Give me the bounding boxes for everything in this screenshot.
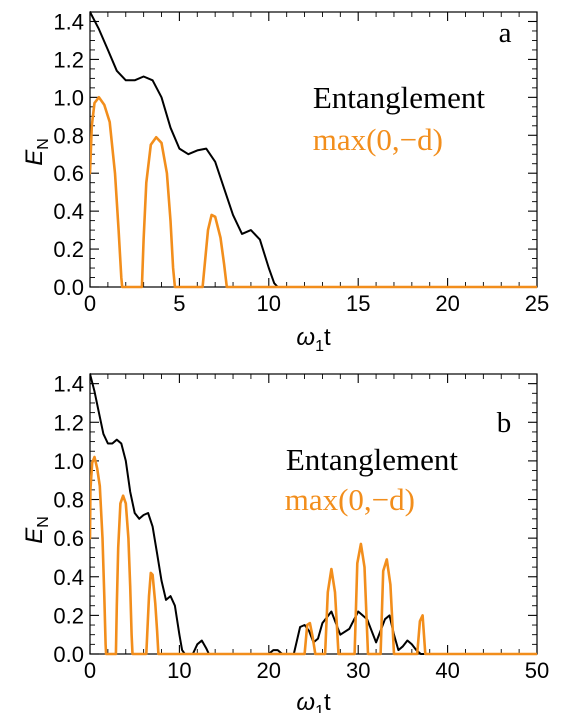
x-tick-label: 50: [525, 658, 549, 683]
y-tick-label: 0.2: [53, 237, 84, 262]
y-tick-label: 0.4: [53, 199, 84, 224]
x-tick-label: 0: [84, 291, 96, 316]
x-axis-label-rest: t: [324, 324, 331, 351]
x-axis-label: ω1t: [296, 324, 331, 355]
y-tick-label: 0.6: [53, 526, 84, 551]
legend-entry-max-d: max(0,−d): [313, 122, 443, 157]
panel-label: b: [497, 407, 512, 439]
x-tick-label: 25: [525, 291, 549, 316]
series-line-max-d: [90, 96, 537, 289]
x-axis-label: ω1t: [296, 689, 331, 713]
y-tick-label: 0.2: [53, 603, 84, 628]
x-tick-label: 10: [257, 291, 281, 316]
panel-label: a: [499, 17, 512, 49]
x-tick-label: 40: [435, 658, 459, 683]
y-tick-label: 0.8: [53, 123, 84, 148]
y-axis-label: EN: [21, 138, 52, 166]
legend-entry-entanglement: Entanglement: [313, 80, 486, 115]
y-tick-label: 1.2: [53, 47, 84, 72]
chart-panel-b: 0 10 20 30 40 50 0.0 0.2 0.4 0.6 0.8 1.0 1.2 1.4 Entan…: [21, 372, 549, 713]
x-axis-label-sub: 1: [315, 703, 324, 713]
x-axis-label-sub: 1: [315, 338, 324, 355]
y-tick-label: 1.0: [53, 449, 84, 474]
x-axis-label-main: ω: [296, 324, 315, 351]
x-tick-label: 30: [346, 658, 370, 683]
y-axis-label-sub: N: [35, 138, 52, 150]
y-tick-label: 1.0: [53, 85, 84, 110]
x-axis-label-main: ω: [296, 689, 315, 713]
y-tick-label: 0.0: [53, 642, 84, 667]
y-tick-label: 0.4: [53, 565, 84, 590]
x-tick-label: 0: [84, 658, 96, 683]
y-axis-label-sub: N: [35, 516, 52, 528]
y-axis-label-main: E: [21, 527, 48, 544]
y-axis-label-main: E: [21, 149, 48, 166]
chart-panel-a: 0 5 10 15 20 25 0.0 0.2 0.4 0.6 0.8 1.0 1.2 1.4 Entang…: [21, 9, 549, 355]
legend-entry-entanglement: Entanglement: [286, 442, 459, 477]
x-tick-label: 10: [167, 658, 191, 683]
y-tick-label: 1.2: [53, 410, 84, 435]
x-tick-label: 15: [346, 291, 370, 316]
x-tick-label: 5: [173, 291, 185, 316]
y-tick-label: 0.8: [53, 488, 84, 513]
series-line-entanglement: [90, 11, 537, 288]
series-line-max-d: [90, 455, 537, 656]
x-tick-label: 20: [435, 291, 459, 316]
y-tick-label: 0.0: [53, 275, 84, 300]
y-axis-label: EN: [21, 516, 52, 544]
legend-entry-max-d: max(0,−d): [285, 482, 415, 517]
y-tick-label: 1.4: [53, 372, 84, 397]
x-tick-label: 20: [257, 658, 281, 683]
x-axis-label-rest: t: [324, 689, 331, 713]
y-tick-label: 0.6: [53, 161, 84, 186]
y-tick-label: 1.4: [53, 9, 84, 34]
